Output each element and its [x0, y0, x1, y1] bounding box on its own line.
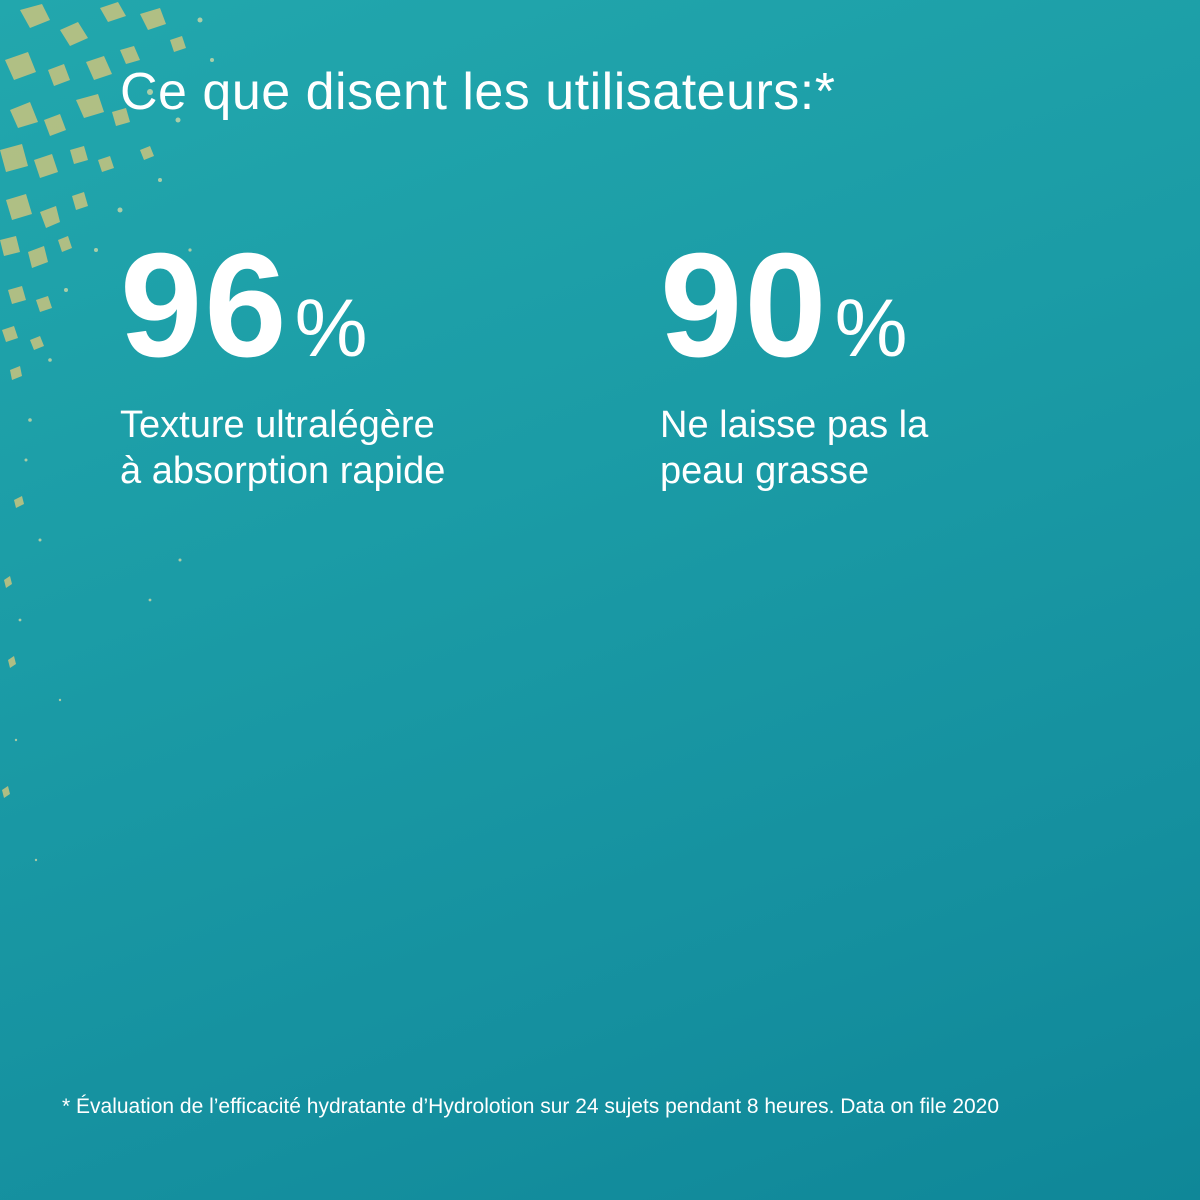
stat-description-line: Ne laisse pas la	[660, 404, 929, 446]
gold-flakes-decoration	[0, 2, 214, 862]
stat-unit: %	[294, 283, 368, 374]
stat-number: 96	[120, 223, 289, 388]
stat-number: 90	[660, 223, 829, 388]
stat-value: 90 %	[660, 232, 1140, 380]
stat-description-line: peau grasse	[660, 450, 870, 492]
stat-description: Ne laisse pas la peau grasse	[660, 402, 1140, 494]
page-title: Ce que disent les utilisateurs:*	[120, 63, 836, 121]
stat-description-line: Texture ultralégère	[120, 404, 435, 446]
stat-block-texture: 96 % Texture ultralégère à absorption ra…	[120, 232, 600, 494]
footnote: * Évaluation de l’efficacité hydratante …	[62, 1095, 1000, 1118]
stat-block-non-greasy: 90 % Ne laisse pas la peau grasse	[660, 232, 1140, 494]
stat-description: Texture ultralégère à absorption rapide	[120, 402, 600, 494]
stat-unit: %	[834, 283, 908, 374]
stat-description-line: à absorption rapide	[120, 450, 446, 492]
stat-value: 96 %	[120, 232, 600, 380]
